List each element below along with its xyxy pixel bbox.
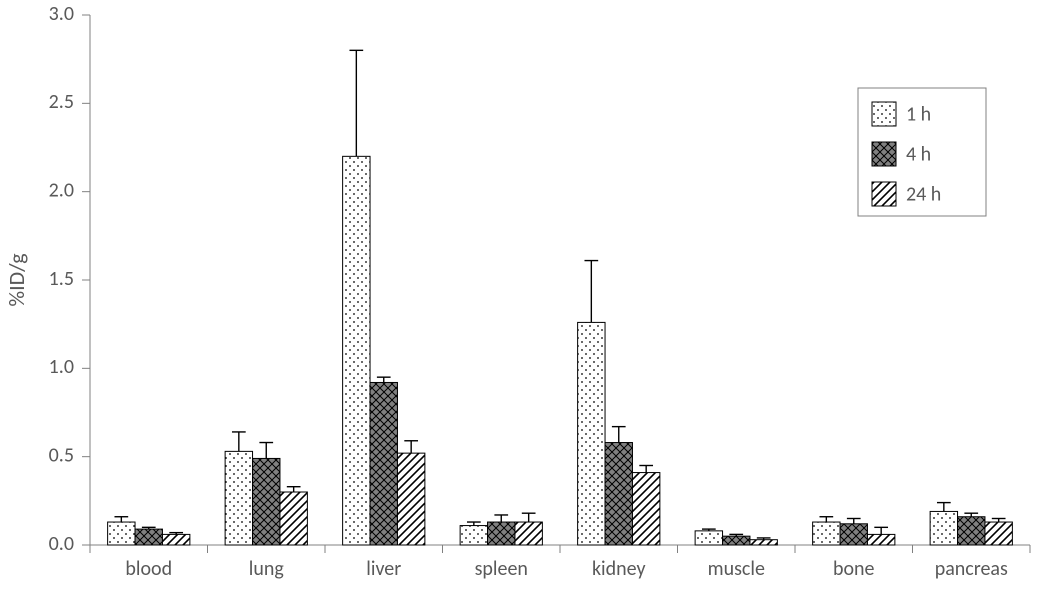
category-label: spleen xyxy=(475,557,528,581)
bar-kidney-4h xyxy=(605,443,632,545)
bar-pancreas-1h xyxy=(930,511,957,545)
bar-liver-1h xyxy=(343,156,370,545)
category-label: lung xyxy=(249,557,285,581)
bar-bone-1h xyxy=(813,522,840,545)
bar-muscle-1h xyxy=(695,531,722,545)
bar-pancreas-4h xyxy=(958,517,985,545)
bar-liver-24h xyxy=(397,453,424,545)
bar-chart: 0.0 0.5 1.0 1.5 2.0 2.5 3.0 %ID/g blood lung liver… xyxy=(0,0,1050,595)
bar-muscle-24h xyxy=(750,540,777,545)
ytick-label: 2.5 xyxy=(49,90,74,114)
bar-spleen-4h xyxy=(488,522,515,545)
category-label: kidney xyxy=(592,557,646,581)
legend: 1 h 4 h 24 h xyxy=(858,88,986,216)
category-label: liver xyxy=(366,557,401,581)
legend-swatch-4h xyxy=(872,142,896,166)
bar-spleen-1h xyxy=(460,526,487,545)
category-label: pancreas xyxy=(935,557,1008,581)
bar-kidney-24h xyxy=(632,473,659,545)
category-label: muscle xyxy=(708,557,765,581)
bar-lung-4h xyxy=(253,458,280,545)
category-label: bone xyxy=(833,557,875,581)
legend-label-1h: 1 h xyxy=(906,103,931,127)
bar-bone-24h xyxy=(867,534,894,545)
legend-swatch-24h xyxy=(872,182,896,206)
bar-lung-24h xyxy=(280,492,307,545)
bar-kidney-1h xyxy=(578,322,605,545)
ytick-label: 1.5 xyxy=(49,267,74,291)
ytick-label: 3.0 xyxy=(49,2,74,26)
ytick-label: 1.0 xyxy=(49,355,74,379)
ytick-label: 0.0 xyxy=(49,532,74,556)
chart-container: 0.0 0.5 1.0 1.5 2.0 2.5 3.0 %ID/g blood lung liver… xyxy=(0,0,1050,595)
legend-label-4h: 4 h xyxy=(906,143,931,167)
legend-swatch-1h xyxy=(872,102,896,126)
bar-spleen-24h xyxy=(515,522,542,545)
bar-blood-4h xyxy=(135,529,162,545)
bar-pancreas-24h xyxy=(985,522,1012,545)
ytick-label: 0.5 xyxy=(49,443,74,467)
bar-muscle-4h xyxy=(723,536,750,545)
legend-label-24h: 24 h xyxy=(906,183,941,207)
bar-lung-1h xyxy=(225,451,252,545)
bar-liver-4h xyxy=(370,382,397,545)
y-axis-label: %ID/g xyxy=(3,253,30,306)
bar-blood-24h xyxy=(162,534,189,545)
ytick-label: 2.0 xyxy=(49,178,74,202)
category-label: blood xyxy=(125,557,172,581)
bar-blood-1h xyxy=(108,522,135,545)
bar-bone-4h xyxy=(840,524,867,545)
